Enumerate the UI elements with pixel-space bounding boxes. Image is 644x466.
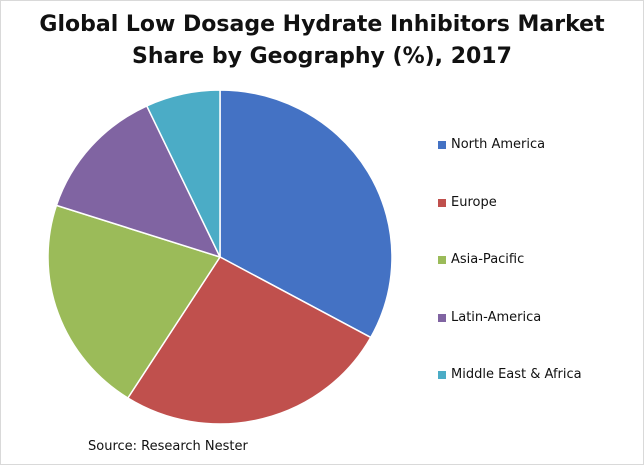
chart-legend: North America Europe Asia-Pacific Latin-… bbox=[438, 135, 638, 423]
legend-swatch-europe bbox=[438, 198, 446, 207]
chart-title: Global Low Dosage Hydrate Inhibitors Mar… bbox=[39, 12, 605, 69]
legend-item-north-america: North America bbox=[438, 135, 638, 193]
legend-label-north-america: North America bbox=[451, 137, 546, 152]
legend-swatch-middle-east-africa bbox=[438, 371, 446, 379]
legend-label-middle-east-africa: Middle East & Africa bbox=[451, 367, 582, 382]
legend-item-latin-america: Latin-America bbox=[438, 308, 638, 366]
legend-item-europe: Europe bbox=[438, 193, 638, 251]
legend-swatch-asia-pacific bbox=[438, 256, 446, 264]
legend-label-asia-pacific: Asia-Pacific bbox=[451, 252, 525, 267]
pie-slice-north-america bbox=[219, 89, 393, 339]
legend-label-europe: Europe bbox=[451, 194, 497, 210]
pie-slice-europe bbox=[126, 256, 372, 425]
legend-item-middle-east-africa: Middle East & Africa bbox=[438, 365, 638, 423]
legend-swatch-latin-america bbox=[438, 313, 446, 322]
pie-slices bbox=[47, 89, 393, 425]
pie-slice-latin-america bbox=[55, 104, 222, 259]
pie-slice-middle-east-africa bbox=[145, 89, 221, 258]
pie-slice-asia-pacific bbox=[47, 204, 222, 400]
legend-item-asia-pacific: Asia-Pacific bbox=[438, 250, 638, 308]
source-note: Source: Research Nester bbox=[88, 439, 248, 454]
legend-label-latin-america: Latin-America bbox=[451, 309, 542, 325]
legend-swatch-north-america bbox=[438, 141, 446, 149]
